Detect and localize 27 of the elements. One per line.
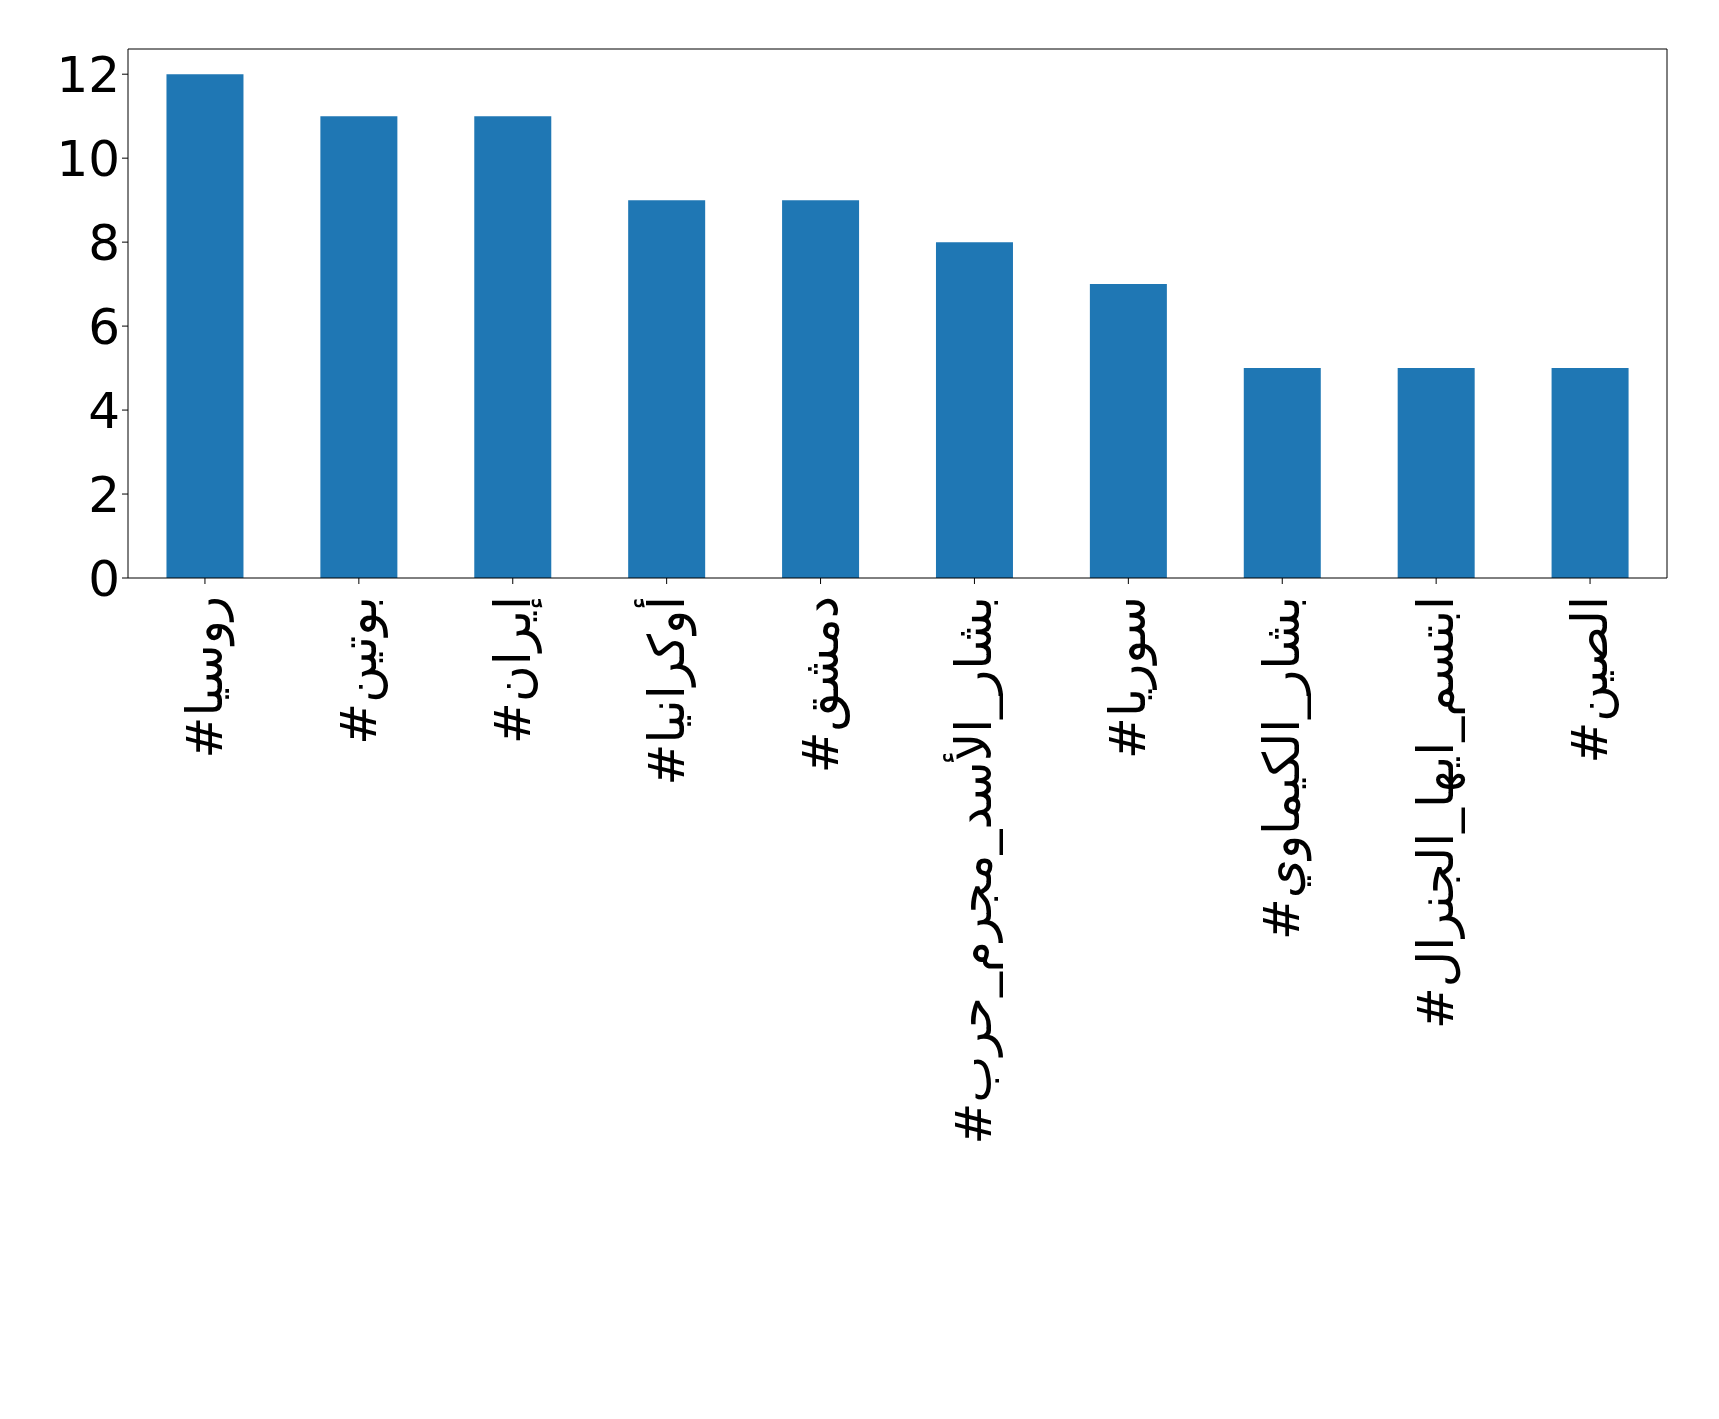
x-tick-label: #سوريا <box>1099 596 1158 759</box>
x-tick-label: #روسيا <box>175 596 235 759</box>
x-tick-label: #بشار_الكيماوي <box>1253 596 1313 941</box>
bar <box>166 74 244 578</box>
y-tick-label: 10 <box>56 129 120 188</box>
x-tick-label: #دمشق <box>791 596 850 774</box>
bar <box>935 242 1013 578</box>
y-tick-label: 8 <box>88 213 120 272</box>
y-tick-label: 4 <box>88 381 120 440</box>
x-tick-label: #ابتسم_ايها_الجنرال <box>1407 596 1467 1030</box>
bar <box>782 200 860 578</box>
bar <box>320 116 398 578</box>
bar <box>628 200 706 578</box>
y-tick-label: 0 <box>88 549 120 608</box>
bar <box>1243 368 1321 578</box>
y-tick-label: 12 <box>56 45 120 104</box>
bar <box>1551 368 1629 578</box>
x-tick-label: #الصين <box>1561 596 1620 764</box>
bar <box>1397 368 1475 578</box>
bar <box>474 116 552 578</box>
x-tick-label: #أوكرانيا <box>633 596 697 786</box>
x-tick-label: #إيران <box>483 596 543 744</box>
bar <box>1089 284 1167 578</box>
x-tick-label: #بشار_الأسد_مجرم_حرب <box>943 596 1004 1145</box>
x-tick-label: #بوتين <box>329 596 388 745</box>
y-tick-label: 2 <box>88 465 120 524</box>
y-tick-label: 6 <box>88 297 120 356</box>
